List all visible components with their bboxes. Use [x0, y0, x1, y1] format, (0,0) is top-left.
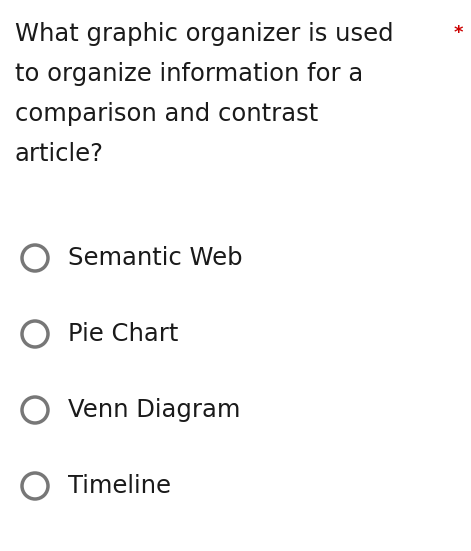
Text: to organize information for a: to organize information for a [15, 62, 363, 86]
Text: What graphic organizer is used: What graphic organizer is used [15, 22, 394, 46]
Text: article?: article? [15, 142, 104, 166]
Text: Pie Chart: Pie Chart [68, 322, 179, 346]
Text: Timeline: Timeline [68, 474, 171, 498]
Text: comparison and contrast: comparison and contrast [15, 102, 318, 126]
Text: Semantic Web: Semantic Web [68, 246, 243, 270]
Text: Venn Diagram: Venn Diagram [68, 398, 240, 422]
Text: *: * [454, 24, 463, 42]
